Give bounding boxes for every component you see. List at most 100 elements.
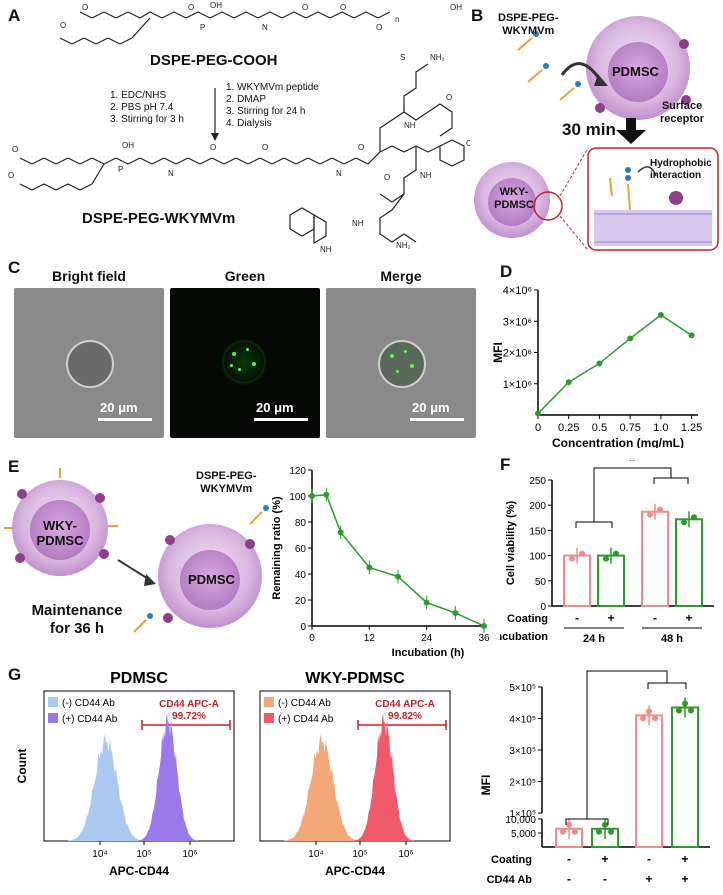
data-point xyxy=(579,550,585,557)
svg-text:OH: OH xyxy=(466,139,470,148)
data-point xyxy=(627,335,634,342)
svg-text:S: S xyxy=(400,53,405,62)
svg-text:O: O xyxy=(446,93,452,102)
y-tick-label: 4×10⁶ xyxy=(503,285,532,297)
interaction-line-1: Hydrophobic xyxy=(650,158,712,169)
scale-label-3: 20 μm xyxy=(412,400,450,415)
scale-bar-2 xyxy=(254,418,308,421)
receptor-line-1: Surface xyxy=(661,100,703,112)
svg-text:OH: OH xyxy=(122,141,134,150)
peak-positive xyxy=(138,712,198,841)
row-label-coating: Coating xyxy=(491,854,532,866)
svg-text:O: O xyxy=(384,173,390,182)
panel-letter-d: D xyxy=(500,262,513,281)
data-point xyxy=(652,715,658,722)
surface-receptor-label: Surface receptor xyxy=(660,100,704,126)
row-label-coating: Coating xyxy=(507,613,548,625)
y-tick-label: 100 xyxy=(289,492,306,503)
svg-text:OH: OH xyxy=(450,3,462,12)
y-tick-label: 3×10⁵ xyxy=(509,746,536,757)
x-tick-label: 10⁵ xyxy=(352,849,367,860)
step-left-2: 2. PBS pH 7.4 xyxy=(110,102,174,113)
y-axis-label: Remaining ratio (%) xyxy=(271,496,283,600)
legend-neg: (-) CD44 Ab xyxy=(278,698,331,709)
data-point xyxy=(423,599,430,606)
x-tick-label: 36 xyxy=(478,633,490,644)
data-point xyxy=(452,610,459,616)
scale-label-1: 20 μm xyxy=(100,400,138,415)
sig-left xyxy=(575,521,613,528)
reagent-line-1: DSPE-PEG- xyxy=(498,12,559,24)
data-point xyxy=(682,700,688,707)
y-tick-label: 0 xyxy=(300,622,306,633)
data-point xyxy=(688,707,694,714)
legend-swatch-pos xyxy=(264,713,274,723)
reagent-line-2: WKYMVm xyxy=(502,25,555,37)
y-tick-label: 3×10⁶ xyxy=(503,316,532,328)
svg-text:O: O xyxy=(12,145,18,154)
svg-text:P: P xyxy=(200,23,205,32)
thirty-min-label: 30 min xyxy=(562,120,616,139)
wky-pdmsc-label-b: WKY- PDMSC xyxy=(494,186,534,212)
data-point xyxy=(323,491,330,498)
bar xyxy=(597,554,625,607)
panel-letter-f: F xyxy=(500,455,511,474)
peak-negative xyxy=(68,734,144,841)
bar xyxy=(641,510,669,607)
data-point xyxy=(691,514,697,521)
x-tick-label: 0.75 xyxy=(619,422,640,434)
data-point xyxy=(566,821,572,828)
data-point xyxy=(569,555,575,562)
svg-text:O: O xyxy=(302,3,308,12)
step-right-4: 4. Dialysis xyxy=(226,118,272,129)
data-point xyxy=(676,707,682,714)
sig-right xyxy=(647,682,687,689)
coated-cell-line-1: WKY- xyxy=(499,186,529,198)
data-point xyxy=(366,564,373,571)
legend-swatch-neg xyxy=(264,697,274,707)
coating-sign: + xyxy=(607,611,614,625)
y-tick-label: 2×10⁶ xyxy=(503,348,532,360)
plot-frame xyxy=(259,690,451,842)
svg-text:O: O xyxy=(8,171,14,180)
histogram-wky-pdmsc: WKY-PDMSC (-) CD44 Ab (+) CD44 Ab CD44 APC-… xyxy=(259,670,451,878)
data-point xyxy=(657,506,663,513)
significance-star: * xyxy=(623,665,630,673)
step-right-1: 1. WKYMVm peptide xyxy=(226,82,319,93)
panel-d-line-chart: 1×10⁶ 2×10⁶ 3×10⁶ 4×10⁶ 0 0.25 0.5 0.75 1.0 1.25 C… xyxy=(491,285,702,448)
coating-sign: + xyxy=(601,852,608,866)
title-merge: Merge xyxy=(380,268,422,284)
y-tick-label: 200 xyxy=(529,501,546,512)
bar xyxy=(671,706,699,848)
y-tick-label: 1×10⁶ xyxy=(503,379,532,391)
panel-g-bar-chart: 1×10⁵ 2×10⁵ 3×10⁵ 4×10⁵ 5×10⁵ 5,000 10,000 - - + -… xyxy=(479,665,710,886)
data-point xyxy=(560,828,566,835)
reagent-e-line-1: DSPE-PEG- xyxy=(196,470,257,482)
gate-label: CD44 APC-A xyxy=(159,699,219,710)
x-tick-label: 0.5 xyxy=(592,422,607,434)
svg-text:O: O xyxy=(376,23,382,32)
svg-text:NH: NH xyxy=(420,171,432,180)
cd44-sign: - xyxy=(567,872,571,886)
cd44-sign: + xyxy=(645,872,652,886)
svg-text:N: N xyxy=(168,169,174,178)
data-point xyxy=(688,332,695,339)
y-tick-label: 50 xyxy=(535,577,547,588)
coating-sign: - xyxy=(653,611,657,625)
title-green: Green xyxy=(224,268,266,284)
y-tick-label: 4×10⁵ xyxy=(509,715,536,726)
data-point xyxy=(647,511,653,518)
gate-label: CD44 APC-A xyxy=(375,699,435,710)
legend-pos: (+) CD44 Ab xyxy=(62,714,118,725)
series-line xyxy=(311,493,485,627)
peak-negative xyxy=(284,734,360,841)
data-point xyxy=(603,555,609,562)
data-point xyxy=(646,708,652,715)
y-axis-label: MFI xyxy=(479,775,493,796)
x-tick-label: 10⁵ xyxy=(136,849,151,860)
step-right-2: 2. DMAP xyxy=(226,94,267,105)
significance-star: * xyxy=(629,460,636,470)
x-tick-label: 10⁶ xyxy=(398,849,413,860)
x-axis-label: Incubation (h) xyxy=(392,647,465,659)
